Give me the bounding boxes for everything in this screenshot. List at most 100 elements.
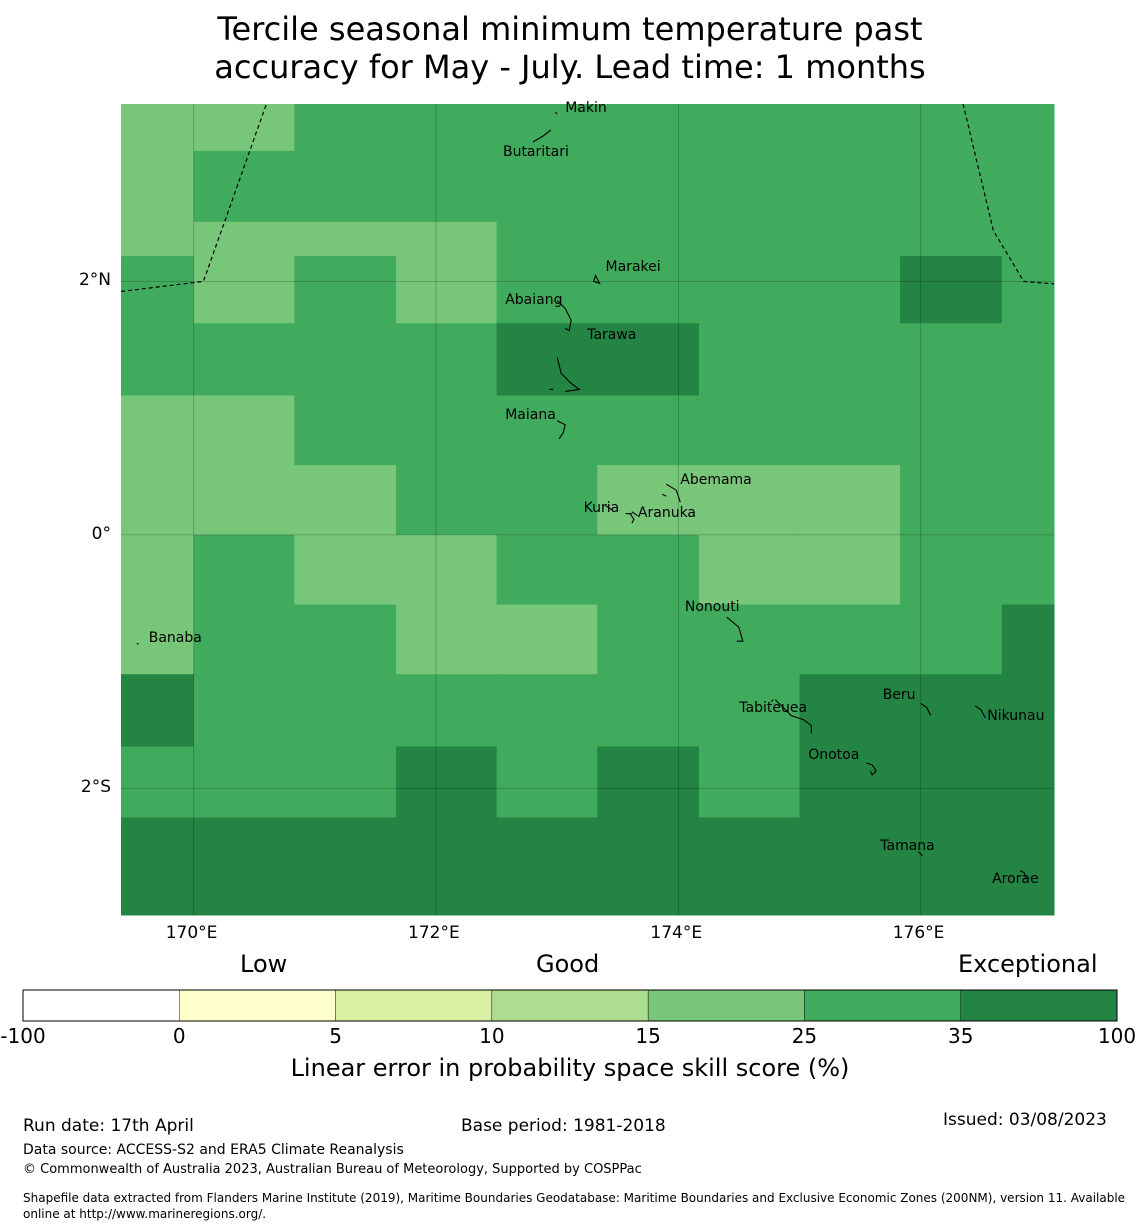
skill-cell bbox=[597, 534, 700, 606]
island-label-arorae: Arorae bbox=[992, 870, 1039, 887]
island-label-kuria: Kuria bbox=[583, 499, 620, 516]
skill-cell bbox=[597, 150, 700, 223]
x-tick-label: 172°E bbox=[408, 923, 460, 943]
skill-cell bbox=[900, 150, 1003, 223]
island-onotoa-outline bbox=[866, 762, 877, 776]
shapefile-credit-2: online at http://www.marineregions.org/. bbox=[23, 1207, 267, 1221]
skill-cell bbox=[597, 817, 700, 916]
skill-cell bbox=[698, 674, 801, 747]
skill-cell bbox=[396, 465, 498, 536]
colorbar-bin bbox=[491, 989, 649, 1022]
island-abemama-outline bbox=[662, 483, 681, 503]
skill-cell bbox=[396, 746, 498, 818]
skill-cell bbox=[496, 817, 598, 916]
skill-cell bbox=[698, 256, 801, 324]
skill-cell bbox=[193, 465, 295, 536]
skill-cell bbox=[900, 221, 1003, 257]
island-label-beru: Beru bbox=[882, 687, 916, 704]
skill-cell bbox=[900, 465, 1003, 536]
colorbar-title: Linear error in probability space skill … bbox=[290, 1054, 850, 1082]
skill-cell bbox=[396, 674, 498, 747]
island-arorae-outline bbox=[1019, 870, 1027, 879]
y-tick-label: 0° bbox=[91, 523, 111, 544]
skill-cell bbox=[1001, 534, 1055, 606]
island-maiana-outline bbox=[556, 420, 566, 440]
island-label-nonouti: Nonouti bbox=[684, 599, 740, 616]
skill-cell bbox=[698, 817, 801, 916]
island-label-banaba: Banaba bbox=[148, 629, 202, 646]
skill-cell bbox=[294, 150, 397, 223]
skill-cell bbox=[396, 534, 498, 606]
graticule bbox=[121, 104, 1054, 915]
eez-boundaries bbox=[120, 103, 1055, 293]
skill-cell bbox=[121, 323, 195, 396]
skill-cell bbox=[496, 604, 598, 675]
data-source: Data source: ACCESS-S2 and ERA5 Climate … bbox=[23, 1142, 404, 1158]
skill-cell bbox=[121, 150, 195, 223]
skill-cell bbox=[597, 604, 700, 675]
skill-cell bbox=[193, 746, 295, 818]
skill-cell bbox=[799, 395, 901, 466]
skill-cell bbox=[294, 465, 397, 536]
skill-cell bbox=[121, 746, 195, 818]
colorbar-bin bbox=[179, 989, 336, 1022]
island-label-butaritari: Butaritari bbox=[502, 144, 569, 161]
skill-cell bbox=[900, 104, 1003, 152]
skill-cell bbox=[396, 256, 498, 324]
colorbar-tick-label: 5 bbox=[329, 1024, 342, 1048]
skill-cell bbox=[698, 104, 801, 152]
skill-cell bbox=[1001, 221, 1055, 257]
skill-cell bbox=[396, 817, 498, 916]
skill-cell bbox=[193, 604, 295, 675]
skill-cell bbox=[396, 604, 498, 675]
skill-cell bbox=[900, 256, 1003, 324]
legend-cat-good: Good bbox=[536, 950, 600, 978]
skill-cell bbox=[193, 395, 295, 466]
skill-cell bbox=[698, 221, 801, 257]
skill-cell bbox=[597, 323, 700, 396]
skill-cell bbox=[799, 323, 901, 396]
skill-cell bbox=[496, 256, 598, 324]
skill-cell bbox=[193, 674, 295, 747]
skill-cell bbox=[121, 256, 195, 324]
skill-cell bbox=[597, 104, 700, 152]
y-tick-label: 2°S bbox=[80, 777, 111, 798]
skill-cell bbox=[597, 465, 700, 536]
colorbar-bin bbox=[335, 989, 493, 1022]
colorbar-tick-label: -100 bbox=[0, 1024, 46, 1048]
island-nikunau-outline bbox=[974, 705, 986, 719]
island-aranuka-outline bbox=[629, 512, 635, 524]
x-tick-label: 174°E bbox=[650, 923, 703, 943]
skill-cell bbox=[193, 534, 295, 606]
colorbar-bin bbox=[22, 989, 180, 1022]
island-label-marakei: Marakei bbox=[605, 259, 661, 276]
skill-cell bbox=[121, 674, 195, 747]
skill-cell bbox=[121, 817, 195, 916]
colorbar-bin bbox=[960, 989, 1118, 1022]
skill-cell bbox=[1001, 104, 1055, 152]
skill-cell bbox=[698, 395, 801, 466]
skill-cell bbox=[799, 746, 901, 818]
map-title: Tercile seasonal minimum temperature pas… bbox=[0, 10, 1140, 86]
skill-cell bbox=[698, 150, 801, 223]
island-outlines bbox=[136, 111, 1027, 879]
skill-cell bbox=[396, 323, 498, 396]
run-date: Run date: 17th April bbox=[23, 1116, 194, 1136]
legend-cat-exceptional: Exceptional bbox=[958, 950, 1098, 978]
skill-cell bbox=[121, 465, 195, 536]
skill-cell bbox=[597, 746, 700, 818]
skill-cell bbox=[294, 746, 397, 818]
island-butaritari-outline bbox=[532, 129, 552, 143]
skill-cell bbox=[900, 674, 1003, 747]
skill-cell bbox=[396, 221, 498, 257]
skill-cell bbox=[496, 746, 598, 818]
island-label-nikunau: Nikunau bbox=[987, 707, 1045, 724]
skill-cell bbox=[1001, 395, 1055, 466]
skill-cell bbox=[900, 817, 1003, 916]
skill-cell bbox=[121, 604, 195, 675]
island-label-abemama: Abemama bbox=[680, 472, 752, 489]
copyright: © Commonwealth of Australia 2023, Austra… bbox=[23, 1162, 642, 1177]
skill-cell bbox=[799, 221, 901, 257]
island-label-tarawa: Tarawa bbox=[587, 327, 637, 344]
